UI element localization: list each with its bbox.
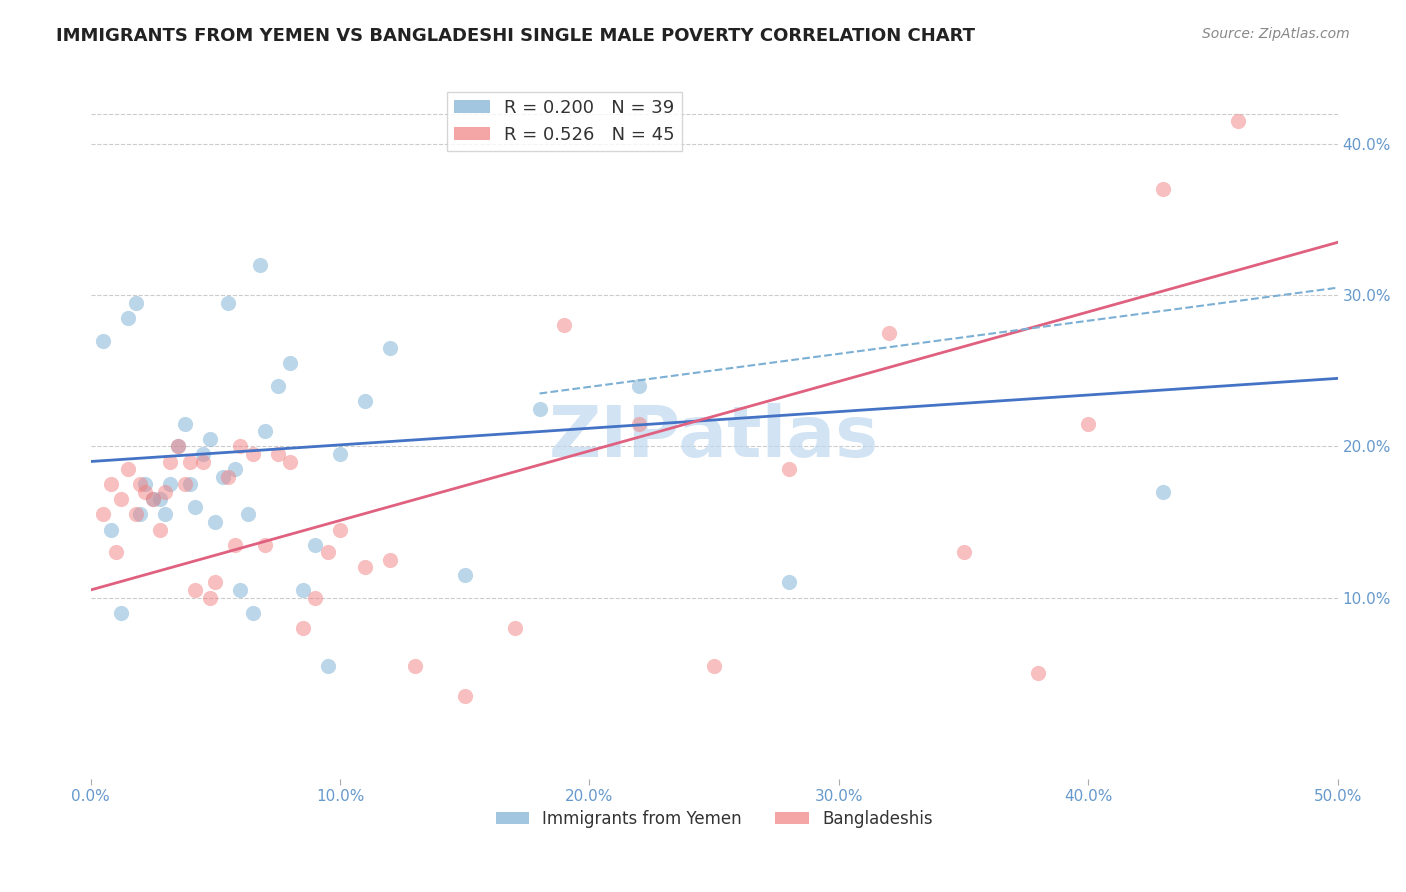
Point xyxy=(110,606,132,620)
Point xyxy=(378,553,401,567)
Point xyxy=(91,334,114,348)
Text: IMMIGRANTS FROM YEMEN VS BANGLADESHI SINGLE MALE POVERTY CORRELATION CHART: IMMIGRANTS FROM YEMEN VS BANGLADESHI SIN… xyxy=(56,27,976,45)
Point xyxy=(124,295,146,310)
Point xyxy=(254,538,277,552)
Point xyxy=(184,582,207,597)
Point xyxy=(211,469,233,483)
Point xyxy=(304,538,326,552)
Point xyxy=(104,545,127,559)
Point xyxy=(1028,666,1050,681)
Point xyxy=(778,575,800,590)
Text: ZIPatlas: ZIPatlas xyxy=(550,403,879,473)
Point xyxy=(236,508,259,522)
Point xyxy=(149,492,172,507)
Point xyxy=(129,508,152,522)
Point xyxy=(134,477,156,491)
Point xyxy=(249,258,271,272)
Point xyxy=(200,432,222,446)
Point xyxy=(159,477,181,491)
Point xyxy=(316,545,339,559)
Point xyxy=(174,417,197,431)
Point xyxy=(454,689,477,703)
Point xyxy=(142,492,165,507)
Point xyxy=(142,492,165,507)
Point xyxy=(242,447,264,461)
Point xyxy=(184,500,207,514)
Point xyxy=(503,621,526,635)
Point xyxy=(224,538,246,552)
Point xyxy=(159,454,181,468)
Point xyxy=(1077,417,1099,431)
Point xyxy=(1226,114,1249,128)
Point xyxy=(354,560,377,574)
Point xyxy=(204,515,226,529)
Point xyxy=(100,523,122,537)
Point xyxy=(124,508,146,522)
Point xyxy=(553,318,575,333)
Text: Source: ZipAtlas.com: Source: ZipAtlas.com xyxy=(1202,27,1350,41)
Point xyxy=(179,454,201,468)
Point xyxy=(628,379,651,393)
Point xyxy=(91,508,114,522)
Point xyxy=(266,447,288,461)
Point xyxy=(952,545,974,559)
Point xyxy=(191,454,214,468)
Point xyxy=(229,439,252,453)
Point xyxy=(110,492,132,507)
Point xyxy=(254,424,277,438)
Point xyxy=(316,658,339,673)
Point xyxy=(354,394,377,409)
Point xyxy=(179,477,201,491)
Point xyxy=(266,379,288,393)
Legend: Immigrants from Yemen, Bangladeshis: Immigrants from Yemen, Bangladeshis xyxy=(489,803,939,835)
Point xyxy=(278,454,301,468)
Point xyxy=(174,477,197,491)
Point xyxy=(628,417,651,431)
Point xyxy=(200,591,222,605)
Point xyxy=(329,447,352,461)
Point xyxy=(242,606,264,620)
Point xyxy=(877,326,900,340)
Point xyxy=(291,582,314,597)
Point xyxy=(703,658,725,673)
Point xyxy=(155,484,177,499)
Point xyxy=(1152,484,1174,499)
Point xyxy=(778,462,800,476)
Point xyxy=(167,439,190,453)
Point xyxy=(378,341,401,355)
Point xyxy=(100,477,122,491)
Point xyxy=(529,401,551,416)
Point xyxy=(217,469,239,483)
Point xyxy=(329,523,352,537)
Point xyxy=(191,447,214,461)
Point xyxy=(1152,182,1174,196)
Point xyxy=(149,523,172,537)
Point xyxy=(224,462,246,476)
Point xyxy=(204,575,226,590)
Point xyxy=(291,621,314,635)
Point xyxy=(134,484,156,499)
Point xyxy=(304,591,326,605)
Point xyxy=(117,462,139,476)
Point xyxy=(404,658,426,673)
Point xyxy=(155,508,177,522)
Point xyxy=(278,356,301,370)
Point xyxy=(454,567,477,582)
Point xyxy=(129,477,152,491)
Point xyxy=(217,295,239,310)
Point xyxy=(167,439,190,453)
Point xyxy=(229,582,252,597)
Point xyxy=(117,310,139,325)
